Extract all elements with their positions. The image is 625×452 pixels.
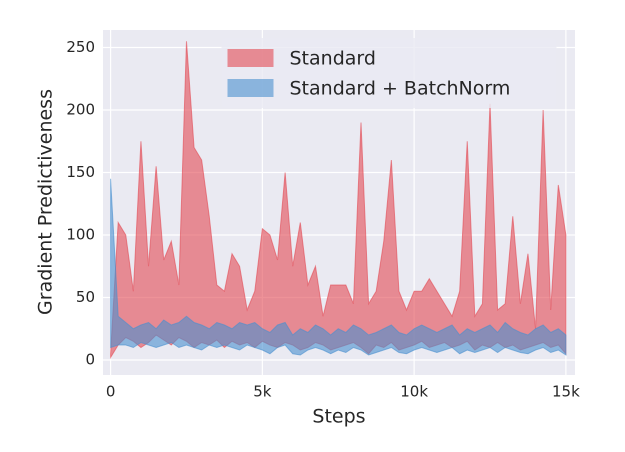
- x-tick-label: 10k: [400, 383, 428, 401]
- y-tick-label: 150: [66, 163, 95, 181]
- legend-label: Standard: [290, 48, 376, 70]
- y-tick-label: 100: [66, 226, 95, 244]
- x-axis-label: Steps: [312, 406, 365, 428]
- legend-label: Standard + BatchNorm: [290, 78, 511, 100]
- y-axis-label: Gradient Predictiveness: [35, 89, 57, 315]
- legend-box: [221, 38, 557, 108]
- y-tick-label: 250: [66, 38, 95, 56]
- x-tick-label: 5k: [253, 383, 272, 401]
- y-tick-label: 50: [76, 288, 95, 306]
- band-area: [110, 178, 567, 356]
- ticks: 0 5k 10k 15k 0 50 100 150 200 250: [66, 38, 580, 401]
- x-tick-label: 15k: [552, 383, 580, 401]
- x-tick-label: 0: [106, 383, 116, 401]
- legend: Standard Standard + BatchNorm: [221, 38, 557, 108]
- legend-swatch: [227, 49, 274, 67]
- marks: [110, 41, 567, 360]
- y-tick-label: 200: [66, 101, 95, 119]
- legend-swatch: [227, 79, 274, 97]
- y-tick-label: 0: [85, 351, 95, 369]
